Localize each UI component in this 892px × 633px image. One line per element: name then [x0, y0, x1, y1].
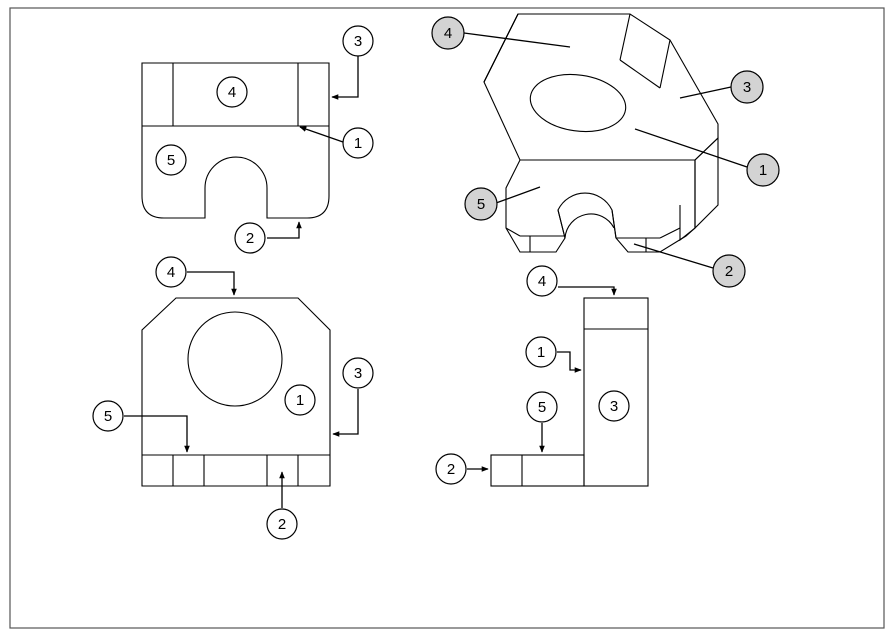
front-balloon-4: 4: [155, 256, 187, 288]
svg-text:4: 4: [167, 264, 175, 281]
front-balloon-3: 3: [342, 357, 374, 389]
svg-text:5: 5: [104, 408, 112, 425]
svg-text:4: 4: [228, 84, 236, 101]
iso-slot-edge-right: [611, 209, 617, 239]
iso-leader-4: [463, 32, 571, 48]
iso-leader-2: [633, 243, 714, 269]
iso-chamfer-inner-left: [504, 13, 519, 41]
top-leader-1: [299, 126, 344, 143]
svg-text:3: 3: [743, 79, 751, 96]
iso-chamfer-right: [619, 13, 631, 61]
svg-text:2: 2: [278, 516, 286, 533]
iso-right-face-lower: [679, 160, 696, 242]
iso-balloon-4: 4: [431, 16, 465, 50]
front-balloon-2: 2: [266, 508, 298, 540]
side-leader-4: [558, 286, 617, 296]
iso-slot-edge-left: [557, 209, 566, 239]
side-balloon-5: 5: [526, 391, 558, 423]
svg-text:4: 4: [538, 273, 546, 290]
front-leader-5: [124, 415, 190, 453]
svg-text:1: 1: [354, 135, 362, 152]
svg-text:2: 2: [447, 461, 455, 478]
front-balloon-5: 5: [92, 400, 124, 432]
top-leader-3: [331, 56, 359, 100]
iso-leader-3: [679, 86, 732, 99]
drawing-frame: [9, 7, 885, 629]
front-balloon-1: 1: [284, 384, 316, 416]
side-view-tall-block: [583, 297, 649, 487]
front-leader-4: [187, 271, 237, 296]
svg-text:1: 1: [296, 392, 304, 409]
svg-text:3: 3: [610, 398, 618, 415]
top-balloon-4: 4: [216, 76, 248, 108]
iso-balloon-3: 3: [730, 70, 764, 104]
top-leader-2: [267, 221, 302, 239]
front-view-outline: [141, 297, 331, 487]
iso-right-face: [694, 136, 719, 230]
iso-chamfer-right2: [659, 39, 671, 89]
svg-text:1: 1: [537, 344, 545, 361]
top-balloon-5: 5: [155, 144, 187, 176]
iso-chamfer-right3: [619, 59, 661, 89]
top-balloon-1: 1: [342, 127, 374, 159]
side-leader-1: [557, 351, 582, 373]
top-balloon-2: 2: [234, 222, 266, 254]
svg-text:1: 1: [759, 162, 767, 179]
iso-balloon-5: 5: [464, 187, 498, 221]
iso-bottom-seg6: [659, 227, 681, 239]
iso-leader-1: [634, 128, 748, 168]
svg-text:4: 4: [444, 25, 452, 42]
iso-hole: [529, 73, 627, 133]
front-leader-3: [332, 389, 359, 437]
iso-front-face: [505, 159, 696, 253]
iso-balloon-1: 1: [746, 153, 780, 187]
iso-leader-5: [495, 186, 541, 204]
iso-slot-inner: [564, 213, 615, 239]
side-balloon-1: 1: [525, 336, 557, 368]
top-balloon-3: 3: [342, 25, 374, 57]
svg-text:5: 5: [167, 152, 175, 169]
side-balloon-2: 2: [435, 453, 467, 485]
top-view-outline: [141, 62, 330, 219]
isometric-view: 4 3 1 5 2: [431, 13, 780, 288]
side-balloon-3: 3: [598, 390, 630, 422]
svg-text:3: 3: [354, 365, 362, 382]
side-view: 4 1 3 5 2: [435, 265, 649, 487]
side-view-base-block: [490, 454, 585, 487]
iso-bottom-seg2: [505, 227, 521, 237]
svg-text:3: 3: [354, 33, 362, 50]
iso-balloon-2: 2: [712, 254, 746, 288]
top-view: 3 4 1 5 2: [141, 25, 374, 254]
svg-text:5: 5: [477, 196, 485, 213]
svg-text:5: 5: [538, 399, 546, 416]
side-balloon-4: 4: [526, 265, 558, 297]
iso-top-back-edge: [483, 39, 506, 83]
svg-text:2: 2: [246, 230, 254, 247]
iso-top-surface: [483, 13, 719, 161]
front-view-hole: [187, 311, 283, 407]
front-view: 4 3 1 5 2: [92, 256, 374, 540]
svg-text:2: 2: [725, 263, 733, 280]
